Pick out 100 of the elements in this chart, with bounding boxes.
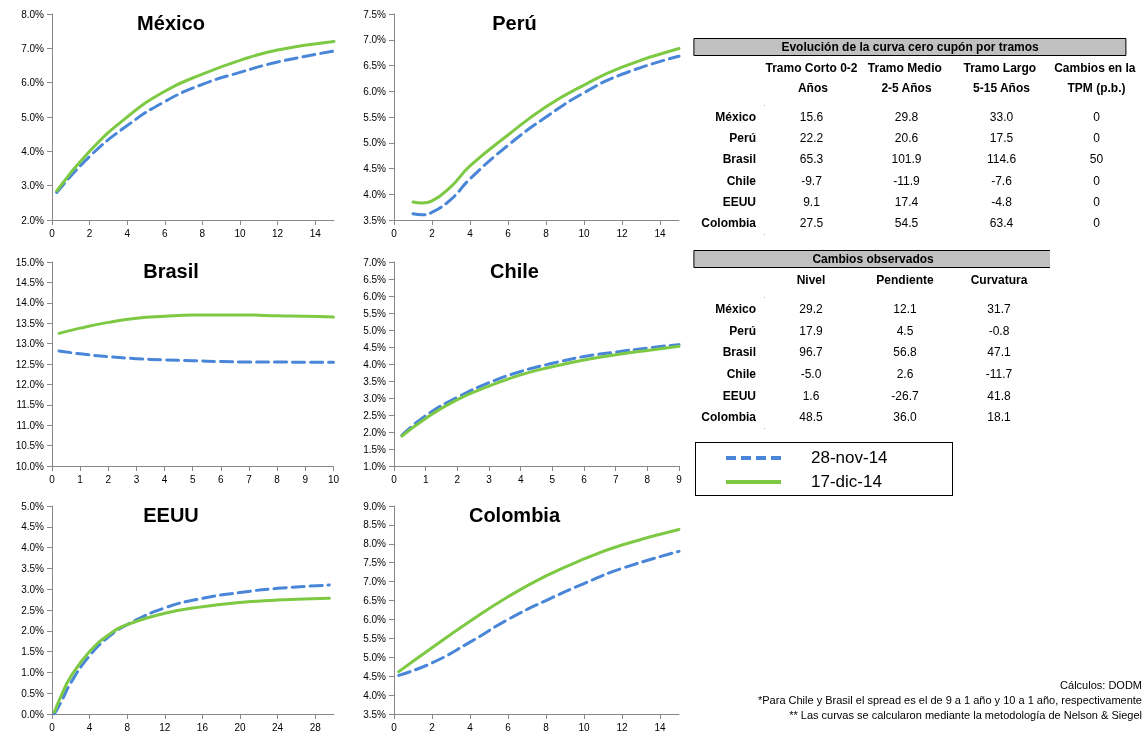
- legend-label: 17-dic-14: [811, 472, 882, 492]
- data-label: 47.1: [987, 345, 1011, 360]
- x-tick-label: 8: [124, 721, 131, 733]
- x-tick-label: 8: [543, 721, 550, 733]
- x-tick-label: 4: [161, 473, 168, 485]
- text: *Para Chile y Brasil el spread es el de 9 a 1 año y 10 a 1 año, respectivamente: [757, 693, 1142, 708]
- x-tick-label: 2: [429, 227, 436, 239]
- y-tick-label: 3.5%: [363, 708, 387, 720]
- y-tick-label: 10.0%: [15, 460, 45, 472]
- y-tick-label: 2.0%: [21, 625, 45, 637]
- x-tick-label: 6: [581, 473, 588, 485]
- data-label: 17.4: [894, 195, 919, 209]
- y-tick-label: 5.0%: [21, 500, 45, 512]
- data-label: -9.7: [801, 173, 823, 188]
- y-tick-label: 4.5%: [363, 163, 387, 174]
- data-label: 18.1: [987, 410, 1011, 425]
- x-tick-label: 1: [77, 473, 84, 485]
- y-tick-label: 4.0%: [363, 689, 387, 701]
- x-tick-label: 10: [578, 227, 590, 239]
- x-tick-label: 4: [467, 721, 474, 733]
- x-tick-label: 2: [429, 721, 436, 733]
- y-tick-label: 3.0%: [21, 180, 45, 192]
- y-tick-label: 2.0%: [363, 426, 387, 438]
- data-label: 0: [1093, 173, 1101, 188]
- x-tick-label: 12: [616, 721, 628, 733]
- y-tick-label: 6.0%: [363, 613, 387, 625]
- y-tick-label: 15.0%: [15, 256, 45, 268]
- chart-title: Evolución de la curva cero cupón por tramos: [781, 40, 1040, 54]
- y-tick-label: Chile: [726, 366, 757, 381]
- data-label: 41.8: [987, 388, 1011, 403]
- y-tick-label: Colombia: [701, 410, 757, 425]
- y-tick-label: 2.5%: [363, 409, 387, 421]
- x-tick-label: 9: [302, 473, 309, 485]
- y-tick-label: 4.0%: [363, 188, 387, 200]
- x-tick-label: 14: [654, 227, 666, 239]
- y-tick-label: 7.0%: [21, 42, 45, 54]
- x-tick-label: 0: [391, 227, 398, 239]
- y-tick-label: 9.0%: [363, 500, 387, 512]
- y-tick-label: 3.5%: [363, 375, 387, 387]
- data-label: 56.8: [893, 345, 917, 360]
- y-tick-label: 11.5%: [16, 399, 45, 411]
- x-tick-label: 8: [644, 473, 651, 485]
- x-tick-label: 4: [86, 721, 93, 733]
- x-tick-label: 2: [86, 227, 93, 239]
- data-label: 0: [1093, 109, 1101, 124]
- y-tick-label: 8.5%: [363, 519, 387, 531]
- data-label: 1.6: [802, 388, 820, 403]
- x-tick-label: 8: [274, 473, 281, 485]
- text: ** Las curvas se calcularon mediante la metodología de Nelson & Siegel: [788, 708, 1142, 723]
- y-tick-label: 1.5%: [363, 443, 387, 455]
- y-tick-label: 3.0%: [363, 392, 387, 404]
- data-label: 33.0: [989, 109, 1014, 124]
- data-label: 15.6: [799, 109, 824, 124]
- x-tick-label: 0: [49, 227, 56, 239]
- x-tick-label: 2: [105, 473, 112, 485]
- y-tick-label: 1.0%: [363, 460, 387, 472]
- y-tick-label: 12.5%: [15, 358, 45, 370]
- y-tick-label: EEUU: [722, 195, 756, 209]
- y-tick-label: Perú: [729, 323, 756, 338]
- y-tick-label: 6.0%: [21, 77, 45, 89]
- data-label: 0: [1093, 195, 1101, 209]
- chart-title: Perú: [492, 12, 537, 34]
- y-tick-label: 5.5%: [363, 307, 387, 319]
- x-tick-label: 3: [133, 473, 140, 485]
- x-tick-label: 6: [162, 227, 169, 239]
- x-tick-label: 6: [218, 473, 225, 485]
- y-tick-label: 5.0%: [363, 651, 387, 663]
- x-tick-label: 7: [612, 473, 619, 485]
- data-label: -4.8: [991, 195, 1013, 209]
- y-tick-label: 1.0%: [21, 666, 45, 678]
- x-tick-label: Nivel: [796, 273, 826, 287]
- chart-title: Brasil: [143, 260, 199, 282]
- y-tick-label: 1.5%: [21, 646, 45, 658]
- y-tick-label: Colombia: [701, 216, 757, 231]
- y-tick-label: 13.0%: [15, 338, 45, 350]
- data-label: 96.7: [799, 345, 823, 360]
- y-tick-label: 4.5%: [21, 521, 45, 533]
- x-tick-label: 24: [272, 721, 284, 733]
- y-tick-label: 2.5%: [21, 604, 45, 616]
- y-tick-label: 5.0%: [363, 324, 387, 336]
- x-tick-label: 5: [189, 473, 196, 485]
- x-tick-label: 4: [467, 227, 474, 239]
- x-tick-label: 2: [454, 473, 461, 485]
- y-tick-label: 7.5%: [363, 8, 387, 20]
- y-tick-label: EEUU: [722, 388, 756, 403]
- line-series: [57, 313, 335, 335]
- y-tick-label: 6.0%: [363, 85, 387, 97]
- y-tick-label: 6.0%: [363, 290, 387, 302]
- x-tick-label: 0: [391, 721, 398, 733]
- line-series: [57, 349, 335, 364]
- y-tick-label: 13.5%: [15, 317, 45, 329]
- data-label: 17.5: [989, 131, 1014, 145]
- y-tick-label: 7.0%: [363, 576, 387, 588]
- y-tick-label: 0.5%: [21, 687, 45, 699]
- x-tick-label: 4: [124, 227, 131, 239]
- data-label: 0: [1093, 131, 1101, 145]
- x-tick-label: 10: [234, 227, 246, 239]
- y-tick-label: 7.5%: [363, 557, 387, 569]
- x-tick-label: 6: [505, 227, 512, 239]
- y-tick-label: México: [715, 109, 756, 124]
